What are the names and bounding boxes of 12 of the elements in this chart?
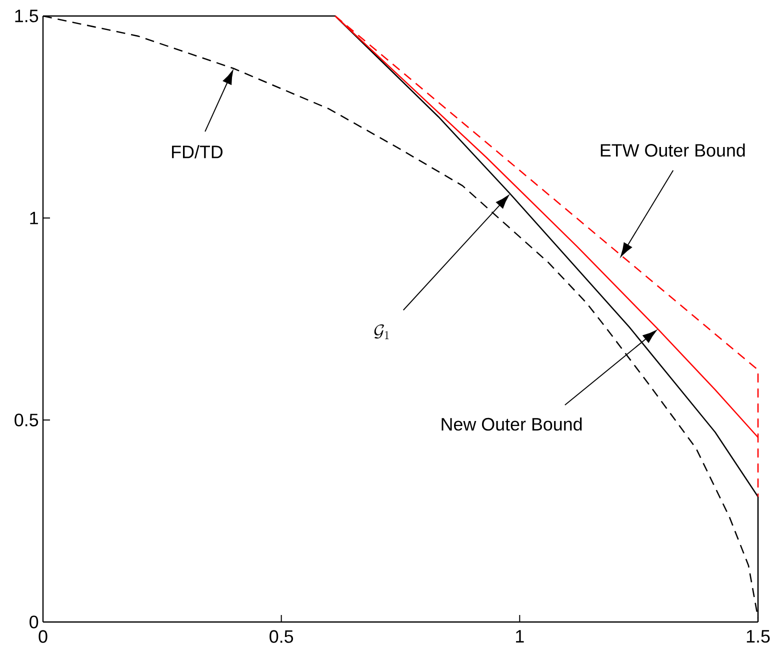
annotation: FD/TD bbox=[172, 145, 223, 158]
x-tick-label: 1.5 bbox=[746, 630, 770, 643]
annotation: New Outer Bound bbox=[442, 417, 582, 431]
x-tick-label: 0 bbox=[38, 630, 48, 643]
y-tick-label: 1.5 bbox=[15, 10, 38, 22]
annotation: $\mathcal{G}_1$ bbox=[374, 324, 389, 340]
y-tick-label: 0 bbox=[30, 616, 38, 628]
y-tick-label: 0.5 bbox=[14, 414, 38, 426]
x-tick-label: 0.5 bbox=[270, 630, 294, 643]
y-tick-label: 1 bbox=[30, 212, 38, 224]
x-tick-label: 1 bbox=[516, 630, 524, 643]
annotation: ETW Outer Bound bbox=[600, 144, 745, 157]
